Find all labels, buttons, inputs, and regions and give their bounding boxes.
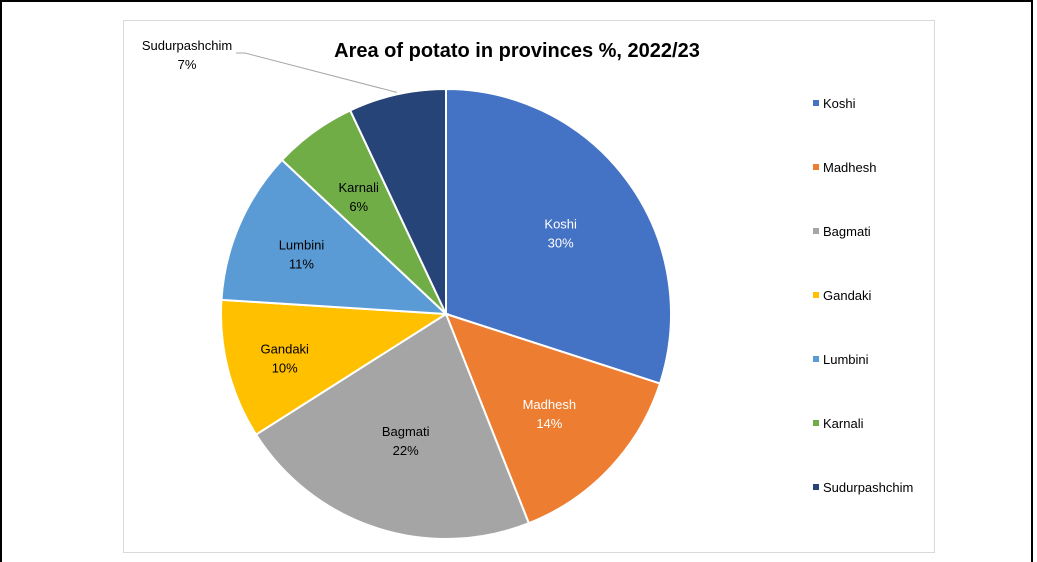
pie-slice-bagmati bbox=[254, 312, 531, 540]
data-label-madhesh: Madhesh 14% bbox=[523, 397, 576, 431]
legend-swatch-sudurpashchim bbox=[813, 484, 819, 490]
data-label-category: Karnali bbox=[338, 180, 379, 195]
data-label-gandaki: Gandaki 10% bbox=[261, 341, 310, 375]
chart-title: Area of potato in provinces %, 2022/23 bbox=[334, 40, 700, 62]
legend-swatch-karnali bbox=[813, 420, 819, 426]
data-label-value: 11% bbox=[289, 256, 314, 271]
data-label-category: Lumbini bbox=[279, 237, 325, 252]
legend-swatch-koshi bbox=[813, 100, 819, 106]
data-labels: Koshi 30% Madhesh 14% Bagmati 22% Gandaki 10% Lu… bbox=[142, 38, 577, 458]
legend-label-madhesh: Madhesh bbox=[823, 160, 876, 175]
legend-label-gandaki: Gandaki bbox=[823, 288, 872, 303]
legend-swatch-lumbini bbox=[813, 356, 819, 362]
data-label-sudurpashchim: Sudurpashchim 7% bbox=[142, 38, 232, 72]
legend-label-bagmati: Bagmati bbox=[823, 224, 871, 239]
pie-slices bbox=[220, 87, 672, 540]
pie-slice-lumbini bbox=[220, 158, 449, 316]
data-label-value: 30% bbox=[548, 236, 574, 251]
data-label-value: 14% bbox=[536, 416, 562, 431]
pie-slice-gandaki bbox=[220, 298, 450, 436]
legend-label-sudurpashchim: Sudurpashchim bbox=[823, 480, 913, 495]
data-label-category: Gandaki bbox=[261, 341, 310, 356]
data-label-bagmati: Bagmati 22% bbox=[382, 424, 430, 458]
legend-swatch-bagmati bbox=[813, 228, 819, 234]
data-label-value: 22% bbox=[393, 443, 419, 458]
data-label-value: 6% bbox=[349, 199, 368, 214]
legend-label-koshi: Koshi bbox=[823, 96, 856, 111]
data-label-category: Koshi bbox=[544, 217, 577, 232]
legend-swatch-gandaki bbox=[813, 292, 819, 298]
leader-lines bbox=[236, 52, 398, 93]
data-label-category: Sudurpashchim bbox=[142, 38, 232, 53]
data-label-lumbini: Lumbini 11% bbox=[279, 237, 325, 271]
data-label-category: Bagmati bbox=[382, 424, 430, 439]
legend-label-karnali: Karnali bbox=[823, 416, 864, 431]
leader-line-sudurpashchim bbox=[236, 52, 398, 93]
data-label-value: 10% bbox=[272, 360, 298, 375]
pie-slice-sudurpashchim bbox=[348, 87, 447, 315]
legend-label-lumbini: Lumbini bbox=[823, 352, 869, 367]
data-label-koshi: Koshi 30% bbox=[544, 217, 577, 251]
legend: Koshi Madhesh Bagmati Gandaki Lumbini Karnali… bbox=[813, 96, 913, 495]
legend-swatch-madhesh bbox=[813, 164, 819, 170]
data-label-value: 7% bbox=[178, 57, 197, 72]
data-label-category: Madhesh bbox=[523, 397, 576, 412]
data-label-karnali: Karnali 6% bbox=[338, 180, 379, 214]
pie-slice-madhesh bbox=[444, 312, 662, 525]
pie-slice-koshi bbox=[445, 87, 672, 385]
